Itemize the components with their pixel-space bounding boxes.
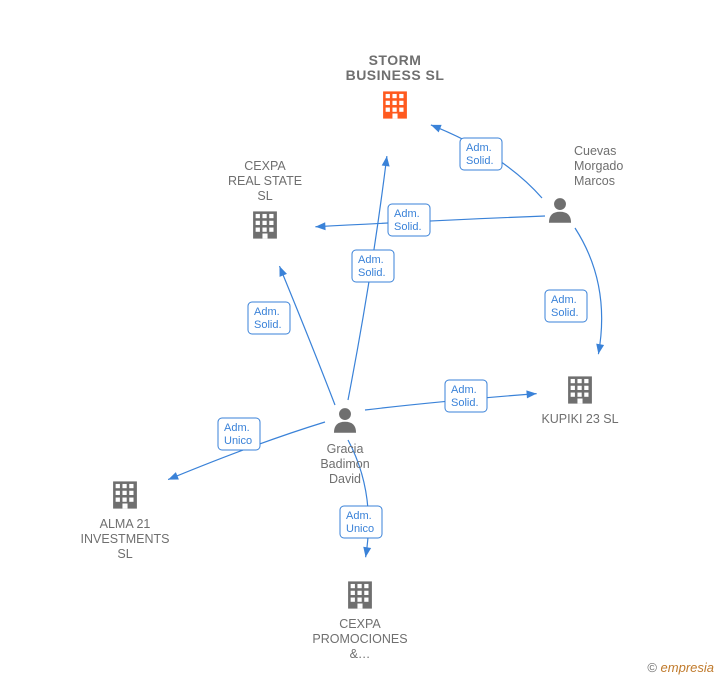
edge-label-line: Adm. [466, 142, 492, 154]
edge-label-line: Adm. [451, 384, 477, 396]
edge-label-line: Adm. [224, 422, 250, 434]
node-label-line: REAL STATE [228, 174, 302, 188]
edge-label-line: Solid. [451, 397, 479, 409]
edge-label-line: Solid. [466, 155, 494, 167]
node-label-line: SL [117, 547, 132, 561]
node-label-line: Badimon [320, 457, 369, 471]
edge-label-gracia-to-cexpa_pro: Adm.Unico [340, 506, 382, 538]
network-diagram: Adm.Solid.Adm.Solid.Adm.Solid.Adm.Solid.… [0, 0, 728, 685]
building-icon [253, 211, 277, 238]
edge-label-line: Adm. [551, 294, 577, 306]
edge-label-line: Solid. [358, 267, 386, 279]
node-kupiki[interactable]: KUPIKI 23 SL [541, 376, 618, 426]
edge-label-line: Unico [346, 523, 374, 535]
edge-label-line: Adm. [346, 510, 372, 522]
node-label-line: STORM [369, 52, 422, 68]
edge-label-line: Unico [224, 435, 252, 447]
footer-attribution: © empresia [647, 660, 714, 675]
person-icon [334, 408, 356, 433]
node-cexpa_pro[interactable]: CEXPAPROMOCIONES&… [312, 581, 407, 661]
edge-arrow-gracia-to-cexpa_pro [362, 547, 372, 558]
node-label-line: &… [350, 647, 371, 661]
edge-label-gracia-to-cexpa_rs: Adm.Solid. [248, 302, 290, 334]
edge-label-cuevas-to-kupiki: Adm.Solid. [545, 290, 587, 322]
node-cexpa_rs[interactable]: CEXPAREAL STATESL [228, 159, 302, 239]
edge-arrow-gracia-to-kupiki [526, 390, 537, 399]
building-icon [568, 376, 592, 403]
node-label-line: Marcos [574, 174, 615, 188]
edge-label-line: Solid. [254, 319, 282, 331]
nodes-layer: STORMBUSINESS SLCEXPAREAL STATESLCuevasM… [81, 52, 624, 661]
edge-label-gracia-to-storm: Adm.Solid. [352, 250, 394, 282]
node-label-line: CEXPA [244, 159, 286, 173]
edge-arrow-cuevas-to-cexpa_rs [315, 222, 325, 231]
node-label-line: INVESTMENTS [81, 532, 170, 546]
edge-label-line: Adm. [254, 306, 280, 318]
node-cuevas[interactable]: CuevasMorgadoMarcos [549, 144, 623, 223]
node-label-line: Gracia [327, 442, 364, 456]
edge-label-line: Adm. [358, 254, 384, 266]
node-label-line: CEXPA [339, 617, 381, 631]
node-label-line: PROMOCIONES [312, 632, 407, 646]
node-label-line: SL [257, 189, 272, 203]
edge-label-gracia-to-alma21: Adm.Unico [218, 418, 260, 450]
node-label-line: Cuevas [574, 144, 616, 158]
node-label-line: KUPIKI 23 SL [541, 412, 618, 426]
edge-label-line: Solid. [551, 307, 579, 319]
building-highlight-icon [383, 91, 407, 118]
brand-name: empresia [661, 660, 714, 675]
edge-label-gracia-to-kupiki: Adm.Solid. [445, 380, 487, 412]
edge-label-cuevas-to-cexpa_rs: Adm.Solid. [388, 204, 430, 236]
edge-label-line: Adm. [394, 208, 420, 220]
node-label-line: BUSINESS SL [346, 67, 445, 83]
edge-labels-layer: Adm.Solid.Adm.Solid.Adm.Solid.Adm.Solid.… [218, 138, 587, 538]
node-alma21[interactable]: ALMA 21INVESTMENTSSL [81, 481, 170, 561]
edge-label-line: Solid. [394, 221, 422, 233]
node-label-line: Morgado [574, 159, 623, 173]
building-icon [113, 481, 137, 508]
edge-arrow-gracia-to-storm [382, 156, 391, 167]
node-storm[interactable]: STORMBUSINESS SL [346, 52, 445, 119]
edge-arrow-cuevas-to-kupiki [594, 344, 604, 355]
person-icon [549, 198, 571, 223]
edge-label-cuevas-to-storm: Adm.Solid. [460, 138, 502, 170]
building-icon [348, 581, 372, 608]
edge-gracia-to-cexpa_rs [279, 266, 335, 405]
edge-arrow-gracia-to-cexpa_rs [276, 265, 287, 277]
copyright-symbol: © [647, 660, 657, 675]
node-label-line: David [329, 472, 361, 486]
edge-arrow-gracia-to-alma21 [167, 472, 179, 483]
edge-arrow-cuevas-to-storm [429, 121, 441, 132]
node-label-line: ALMA 21 [100, 517, 151, 531]
